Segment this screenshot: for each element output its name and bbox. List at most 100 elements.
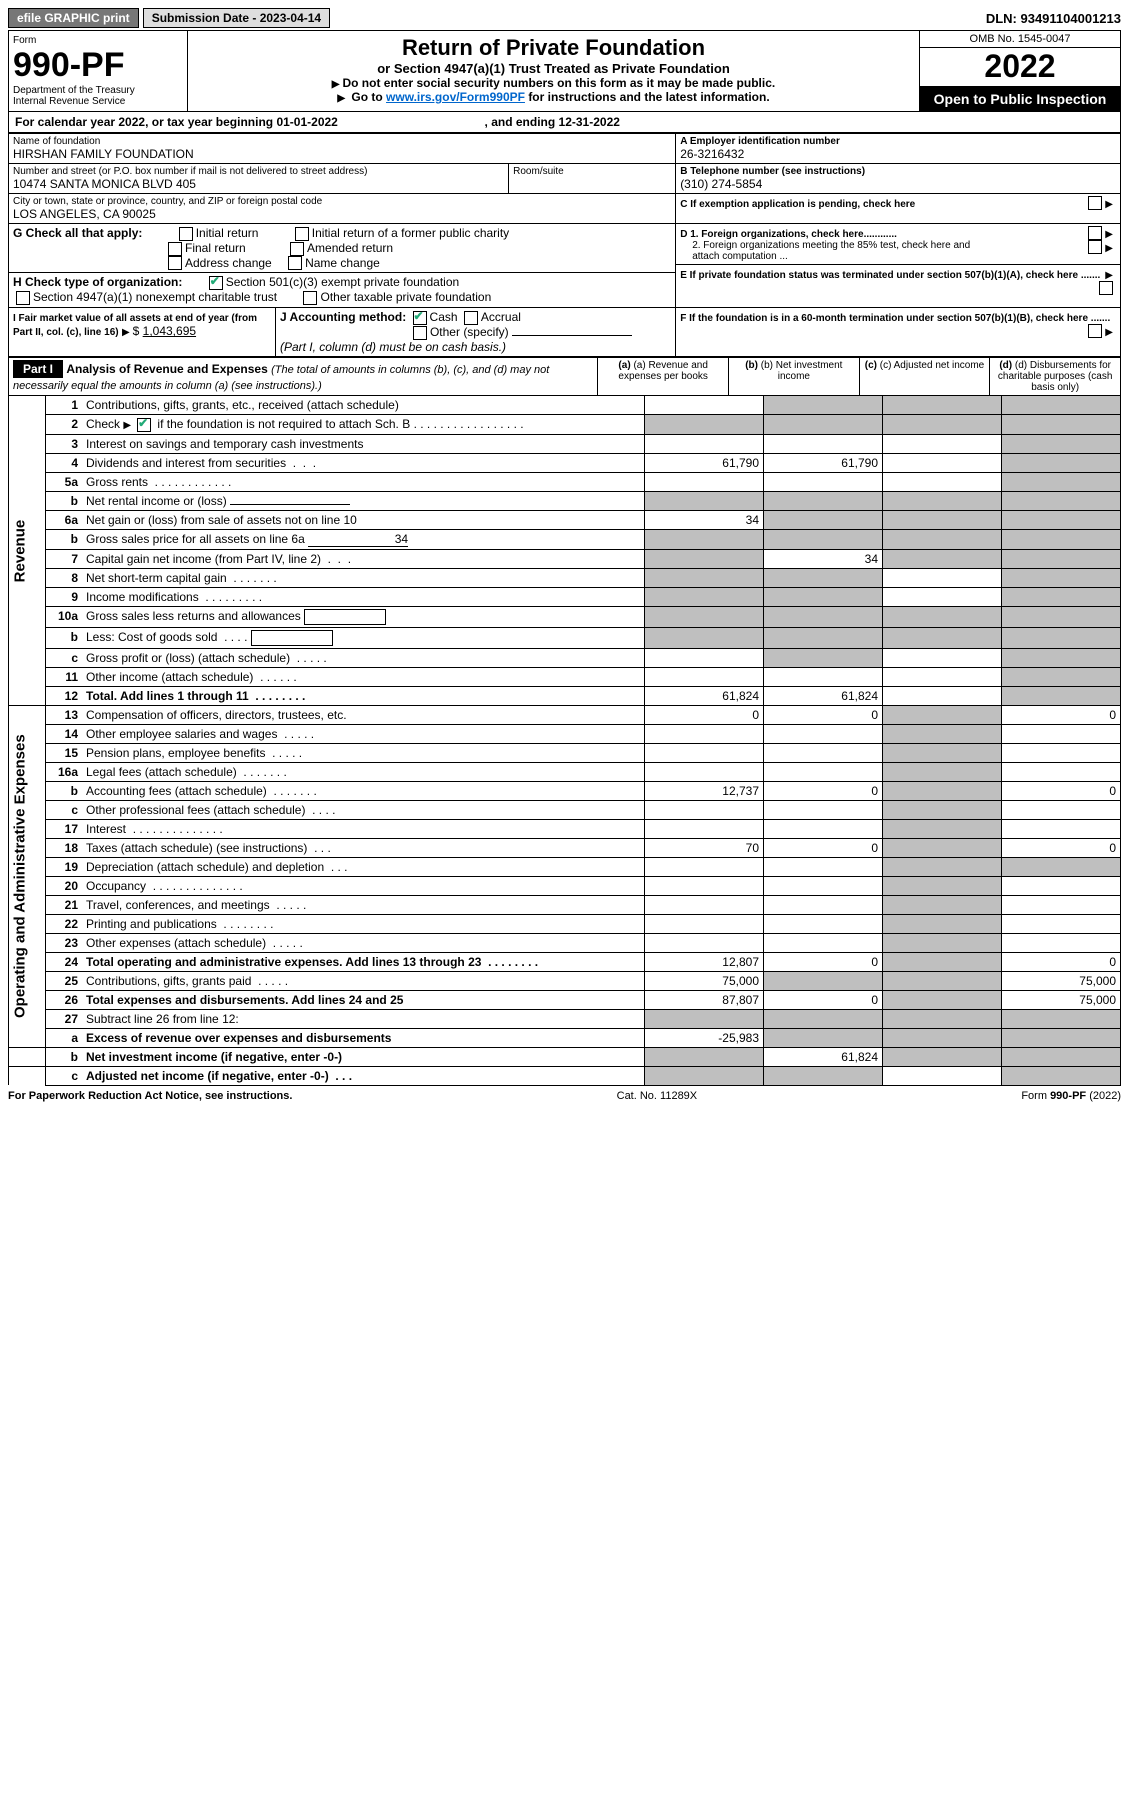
calendar-year-row: For calendar year 2022, or tax year begi… xyxy=(8,112,1121,133)
g-opt2: Final return xyxy=(185,241,246,255)
line16b-d: 0 xyxy=(1002,781,1121,800)
city-value: LOS ANGELES, CA 90025 xyxy=(13,207,671,221)
line5a: Gross rents xyxy=(86,475,148,489)
phone-label: B Telephone number (see instructions) xyxy=(680,166,1116,177)
form-header: Form 990-PF Department of the Treasury I… xyxy=(8,30,1121,112)
g-name-checkbox[interactable] xyxy=(288,256,302,270)
part1-title: Analysis of Revenue and Expenses xyxy=(66,362,267,376)
line26-a: 87,807 xyxy=(645,990,764,1009)
line19: Depreciation (attach schedule) and deple… xyxy=(86,860,324,874)
line26-d: 75,000 xyxy=(1002,990,1121,1009)
line15: Pension plans, employee benefits xyxy=(86,746,265,760)
instr-ssn: Do not enter social security numbers on … xyxy=(196,76,911,90)
line12: Total. Add lines 1 through 11 xyxy=(86,689,249,703)
line4: Dividends and interest from securities xyxy=(86,456,286,470)
line6a-a: 34 xyxy=(645,510,764,529)
j-other-checkbox[interactable] xyxy=(413,326,427,340)
cal-begin: 01-01-2022 xyxy=(276,115,337,129)
line12-a: 61,824 xyxy=(645,686,764,705)
line2-post: if the foundation is not required to att… xyxy=(154,417,410,431)
line26: Total expenses and disbursements. Add li… xyxy=(82,990,645,1009)
g-opt3: Amended return xyxy=(307,241,393,255)
line18-a: 70 xyxy=(645,838,764,857)
line6a: Net gain or (loss) from sale of assets n… xyxy=(82,510,645,529)
line13-d: 0 xyxy=(1002,705,1121,724)
h-opt2: Section 4947(a)(1) nonexempt charitable … xyxy=(33,290,277,304)
col-a-hdr: (a) Revenue and expenses per books xyxy=(618,360,708,382)
line9: Income modifications xyxy=(86,590,199,604)
line6b: Gross sales price for all assets on line… xyxy=(86,532,305,546)
line14: Other employee salaries and wages xyxy=(86,727,277,741)
line25-d: 75,000 xyxy=(1002,971,1121,990)
footer-right: Form 990-PF (2022) xyxy=(1021,1090,1121,1102)
line23: Other expenses (attach schedule) xyxy=(86,936,266,950)
line24-a: 12,807 xyxy=(645,952,764,971)
form-number: 990-PF xyxy=(13,46,183,85)
line18-b: 0 xyxy=(764,838,883,857)
part1-badge: Part I xyxy=(13,360,63,378)
line24-d: 0 xyxy=(1002,952,1121,971)
h-501c3-checkbox[interactable] xyxy=(209,276,223,290)
line5b: Net rental income or (loss) xyxy=(86,494,227,508)
line25: Contributions, gifts, grants paid xyxy=(86,974,251,988)
line21: Travel, conferences, and meetings xyxy=(86,898,270,912)
g-amended-checkbox[interactable] xyxy=(290,242,304,256)
line27: Subtract line 26 from line 12: xyxy=(82,1009,645,1028)
d1-checkbox[interactable] xyxy=(1088,226,1102,240)
cal-end: 12-31-2022 xyxy=(559,115,620,129)
j-note: (Part I, column (d) must be on cash basi… xyxy=(280,340,506,354)
c-label: C If exemption application is pending, c… xyxy=(680,199,915,210)
line26-b: 0 xyxy=(764,990,883,1009)
j-label: J Accounting method: xyxy=(280,310,406,324)
line16b: Accounting fees (attach schedule) xyxy=(86,784,267,798)
line16b-a: 12,737 xyxy=(645,781,764,800)
j-accrual-checkbox[interactable] xyxy=(464,311,478,325)
line20: Occupancy xyxy=(86,879,146,893)
instr2-pre: Go to xyxy=(351,90,386,104)
h-4947-checkbox[interactable] xyxy=(16,291,30,305)
top-toolbar: efile GRAPHIC print Submission Date - 20… xyxy=(8,8,1121,28)
revenue-side-label: Revenue xyxy=(9,396,46,705)
submission-date-button[interactable]: Submission Date - 2023-04-14 xyxy=(143,8,330,28)
instr-link-line: Go to www.irs.gov/Form990PF for instruct… xyxy=(196,90,911,104)
d2-checkbox[interactable] xyxy=(1088,240,1102,254)
g-final-checkbox[interactable] xyxy=(168,242,182,256)
h-opt1: Section 501(c)(3) exempt private foundat… xyxy=(226,275,459,289)
open-to-public: Open to Public Inspection xyxy=(920,87,1120,111)
expenses-side-label: Operating and Administrative Expenses xyxy=(9,705,46,1047)
line17: Interest xyxy=(86,822,126,836)
line16c: Other professional fees (attach schedule… xyxy=(86,803,305,817)
line1: Contributions, gifts, grants, etc., rece… xyxy=(82,396,645,415)
dln-label: DLN: 93491104001213 xyxy=(986,11,1121,26)
page-footer: For Paperwork Reduction Act Notice, see … xyxy=(8,1086,1121,1102)
g-initial-former-checkbox[interactable] xyxy=(295,227,309,241)
f-checkbox[interactable] xyxy=(1088,324,1102,338)
cal-mid: , and ending xyxy=(485,115,559,129)
g-initial-checkbox[interactable] xyxy=(179,227,193,241)
d1-label: D 1. Foreign organizations, check here..… xyxy=(680,229,897,240)
line2-checkbox[interactable] xyxy=(137,418,151,432)
g-address-checkbox[interactable] xyxy=(168,256,182,270)
c-checkbox[interactable] xyxy=(1088,196,1102,210)
col-d-hdr: (d) Disbursements for charitable purpose… xyxy=(998,360,1113,393)
line7: Capital gain net income (from Part IV, l… xyxy=(86,552,321,566)
i-label: I Fair market value of all assets at end… xyxy=(13,313,257,338)
address-label: Number and street (or P.O. box number if… xyxy=(13,166,504,177)
irs-link[interactable]: www.irs.gov/Form990PF xyxy=(386,90,525,104)
g-opt4: Address change xyxy=(185,256,272,270)
i-value: 1,043,695 xyxy=(143,324,196,338)
foundation-name-label: Name of foundation xyxy=(13,136,671,147)
line3: Interest on savings and temporary cash i… xyxy=(82,434,645,453)
j-cash-checkbox[interactable] xyxy=(413,311,427,325)
h-other-checkbox[interactable] xyxy=(303,291,317,305)
e-checkbox[interactable] xyxy=(1099,281,1113,295)
line8: Net short-term capital gain xyxy=(86,571,227,585)
line16b-b: 0 xyxy=(764,781,883,800)
line18-d: 0 xyxy=(1002,838,1121,857)
g-label: G Check all that apply: xyxy=(13,226,142,240)
tax-year: 2022 xyxy=(920,48,1120,85)
irs-label: Internal Revenue Service xyxy=(13,96,183,107)
j-cash: Cash xyxy=(430,310,458,324)
efile-print-button[interactable]: efile GRAPHIC print xyxy=(8,8,139,28)
footer-left: For Paperwork Reduction Act Notice, see … xyxy=(8,1090,292,1102)
